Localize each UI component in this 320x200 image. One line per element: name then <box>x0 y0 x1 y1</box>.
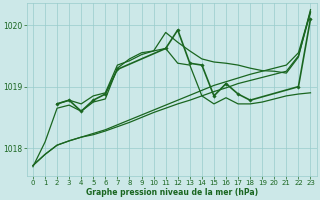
X-axis label: Graphe pression niveau de la mer (hPa): Graphe pression niveau de la mer (hPa) <box>86 188 258 197</box>
